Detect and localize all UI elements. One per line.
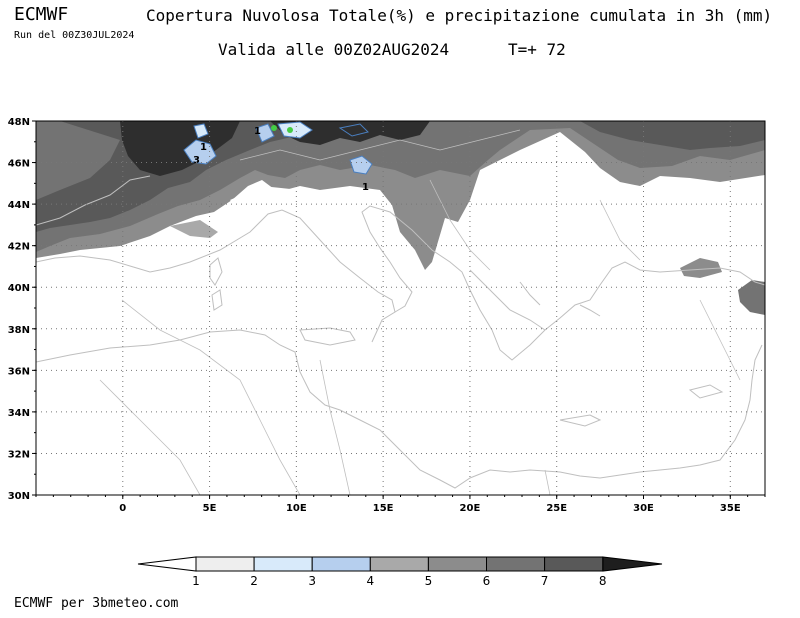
colorbar-label: 2: [250, 574, 258, 588]
lat-label: 46N: [8, 159, 30, 170]
lon-label: 30E: [633, 503, 654, 514]
colorbar-segment: [369, 556, 429, 572]
precip-label: 3: [193, 155, 200, 166]
lat-label: 48N: [8, 117, 30, 128]
colorbar-high-arrow: [602, 556, 663, 572]
coastlines: [36, 175, 765, 489]
lat-label: 36N: [8, 366, 30, 377]
colorbar-label: 8: [599, 574, 607, 588]
precipitation-areas: [183, 121, 373, 175]
lat-label: 32N: [8, 449, 30, 460]
lon-label: 35E: [720, 503, 741, 514]
colorbar-segment: [427, 556, 487, 572]
colorbar-segment: [253, 556, 313, 572]
lat-label: 40N: [8, 283, 30, 294]
valid-time: Valida alle 00Z02AUG2024: [218, 40, 450, 59]
model-name: ECMWF: [14, 4, 69, 25]
precip-label: 1: [254, 126, 261, 137]
colorbar-segment: [486, 556, 546, 572]
precip-labels: 1 1 3 1 1: [193, 126, 369, 193]
lat-label: 38N: [8, 325, 30, 336]
colorbar-label: 7: [541, 574, 549, 588]
country-borders: [99, 129, 741, 495]
lat-label: 34N: [8, 408, 30, 419]
lat-label: 30N: [8, 491, 30, 502]
lon-label: 15E: [373, 503, 394, 514]
colorbar-label: 5: [425, 574, 433, 588]
lon-label: 5E: [203, 503, 217, 514]
map-axes: 48N 46N 44N 42N 40N 38N 36N 34N 32N 30N 0 5E 10E 15E 2…: [8, 117, 766, 514]
precip-label: 1: [362, 182, 369, 193]
lon-label: 0: [119, 503, 126, 514]
cloud-cover-field: [36, 121, 765, 315]
colorbar-label: 1: [192, 574, 200, 588]
colorbar: 1 2 3 4 5 6 7 8: [137, 556, 663, 588]
run-time: Run del 00Z30JUL2024: [14, 30, 135, 41]
map-title: Copertura Nuvolosa Totale(%) e precipita…: [146, 6, 773, 25]
lon-label: 10E: [286, 503, 307, 514]
lat-label: 42N: [8, 242, 30, 253]
lon-label: 20E: [460, 503, 481, 514]
colorbar-label: 3: [308, 574, 316, 588]
precip-label: 1: [200, 142, 207, 153]
colorbar-low-arrow: [137, 556, 197, 572]
credit-text: ECMWF per 3bmeteo.com: [14, 596, 179, 611]
lon-label: 25E: [546, 503, 567, 514]
colorbar-segment: [195, 556, 255, 572]
colorbar-segment: [311, 556, 371, 572]
colorbar-label: 4: [366, 574, 374, 588]
map-area: 1 1 3 1 1: [36, 121, 765, 495]
lat-label: 44N: [8, 200, 30, 211]
colorbar-label: 6: [483, 574, 491, 588]
colorbar-segment: [544, 556, 604, 572]
forecast-step: T=+ 72: [508, 40, 566, 59]
